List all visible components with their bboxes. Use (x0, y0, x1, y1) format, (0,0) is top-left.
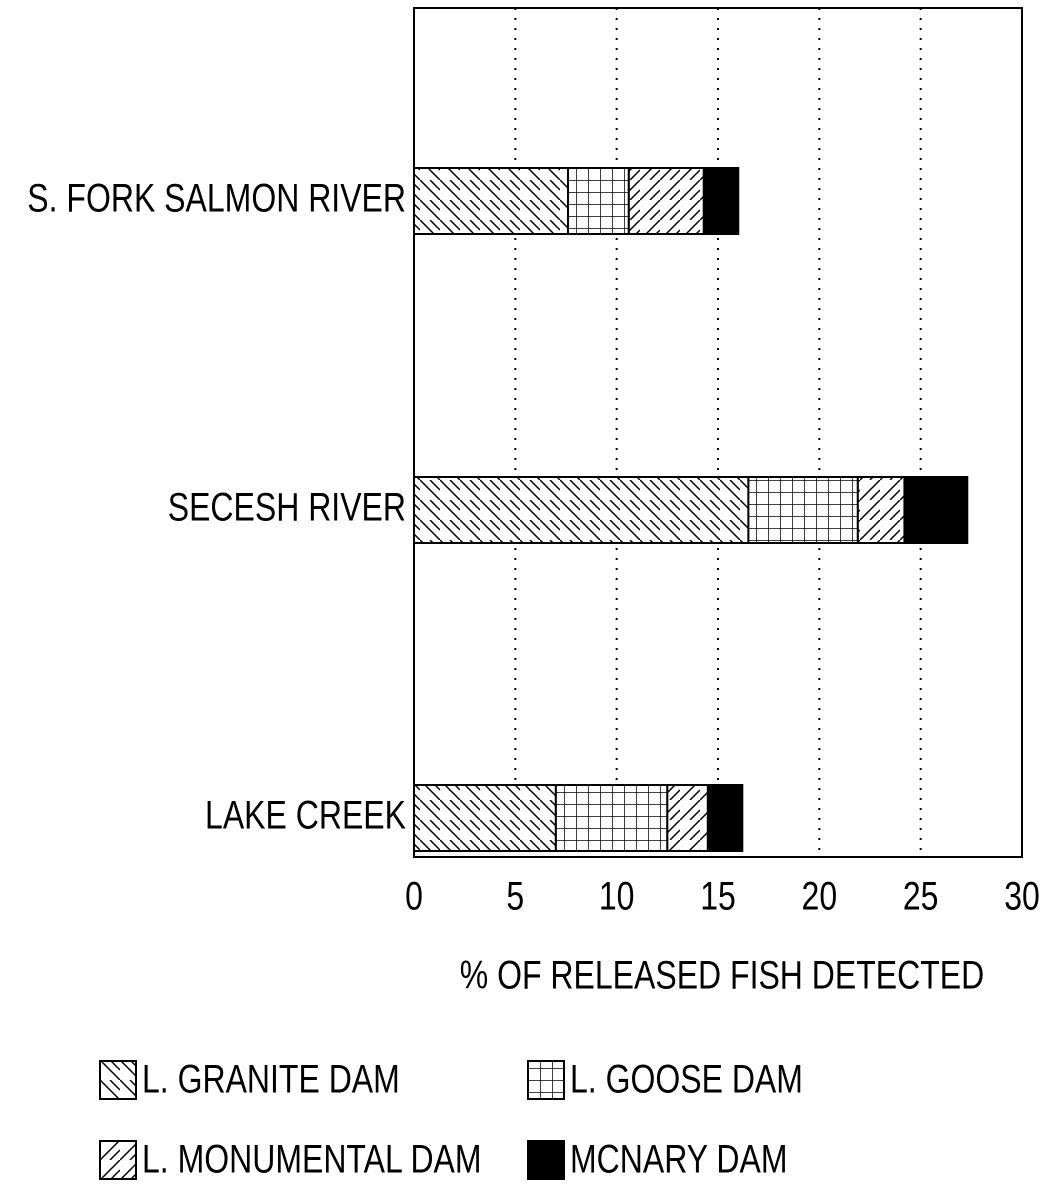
bar-segment (554, 784, 669, 852)
bar-segment (903, 476, 969, 544)
x-tick-label: 0 (405, 873, 423, 918)
y-tick-label-group: LAKE CREEK (205, 792, 406, 837)
x-tick-label: 30 (1004, 873, 1040, 918)
y-tick-label: SECESH RIVER (168, 484, 406, 529)
legend-label-group: MCNARY DAM (570, 1136, 788, 1181)
y-tick-label-group: SECESH RIVER (168, 484, 406, 529)
legend-label: L. GRANITE DAM (142, 1056, 400, 1101)
x-tick-label-group: 5 (506, 873, 524, 918)
legend-label: L. GOOSE DAM (570, 1056, 803, 1101)
bar-segment (413, 167, 570, 235)
bar-segment (706, 784, 744, 852)
legend-label: MCNARY DAM (570, 1136, 788, 1181)
x-tick-label: 10 (599, 873, 635, 918)
bar-segment (627, 167, 705, 235)
legend-swatch (99, 1060, 137, 1100)
bar-segment (413, 476, 750, 544)
y-tick-label: S. FORK SALMON RIVER (27, 175, 406, 220)
x-axis-label: % OF RELEASED FISH DETECTED (460, 952, 984, 997)
x-axis-label-group: % OF RELEASED FISH DETECTED (460, 952, 984, 997)
legend-swatch (527, 1060, 565, 1100)
bar-segment (666, 784, 709, 852)
x-tick-label: 5 (506, 873, 524, 918)
x-tick-label: 25 (903, 873, 939, 918)
x-tick-label-group: 15 (700, 873, 736, 918)
y-tick-label-group: S. FORK SALMON RIVER (27, 175, 406, 220)
x-tick-label: 20 (802, 873, 838, 918)
legend-label-group: L. MONUMENTAL DAM (142, 1136, 482, 1181)
x-tick-label-group: 0 (405, 873, 423, 918)
x-tick-label-group: 30 (1004, 873, 1040, 918)
bar-segment (702, 167, 740, 235)
bar-segment (747, 476, 859, 544)
legend-label-group: L. GRANITE DAM (142, 1056, 400, 1101)
x-tick-label: 15 (700, 873, 736, 918)
bar-segment (413, 784, 557, 852)
legend-label-group: L. GOOSE DAM (570, 1056, 803, 1101)
legend-label: L. MONUMENTAL DAM (142, 1136, 482, 1181)
plot-frame (413, 7, 1023, 858)
x-tick-label-group: 10 (599, 873, 635, 918)
x-tick-label-group: 20 (802, 873, 838, 918)
x-tick-label-group: 25 (903, 873, 939, 918)
bar-segment (856, 476, 906, 544)
legend-swatch (527, 1140, 565, 1180)
bar-segment (567, 167, 630, 235)
legend-swatch (99, 1140, 137, 1180)
y-tick-label: LAKE CREEK (205, 792, 406, 837)
